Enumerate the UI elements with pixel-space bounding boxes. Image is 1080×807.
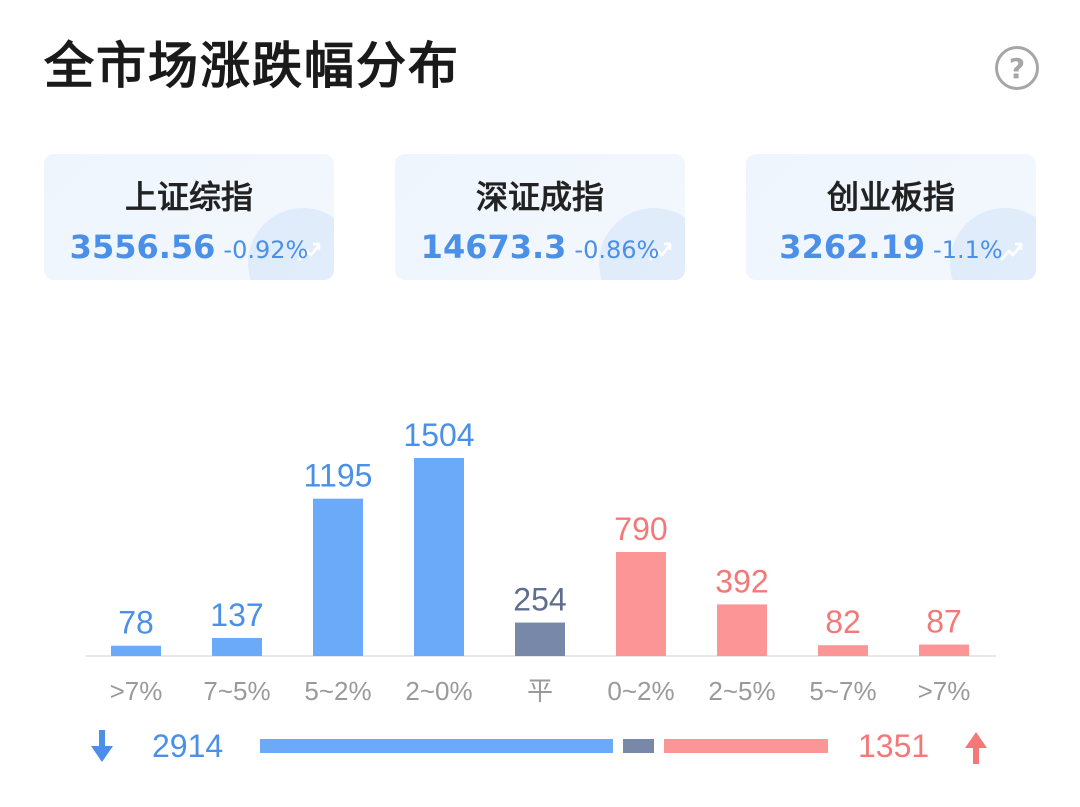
bar-value-label: 392 xyxy=(715,563,768,599)
bar xyxy=(313,498,363,656)
index-change: -0.92% xyxy=(223,236,309,264)
index-change: -0.86% xyxy=(574,236,660,264)
trend-icon xyxy=(1000,242,1023,261)
bar xyxy=(717,604,767,656)
index-name: 深证成指 xyxy=(475,178,604,216)
bar xyxy=(111,645,161,656)
bar xyxy=(616,551,666,656)
index-value: 3262.19 xyxy=(779,228,926,266)
index-card-chinext[interactable]: 创业板指 3262.19 -1.1% xyxy=(746,154,1036,280)
bar xyxy=(414,458,464,656)
arrow-up-icon xyxy=(965,732,987,764)
index-card-shenzhen[interactable]: 深证成指 14673.3 -0.86% xyxy=(395,154,685,280)
up-total: 1351 xyxy=(858,728,930,764)
bar-value-label: 1195 xyxy=(304,458,373,494)
bar-value-label: 82 xyxy=(825,604,861,640)
bar xyxy=(919,644,969,656)
index-card-shanghai[interactable]: 上证综指 3556.56 -0.92% xyxy=(44,154,334,280)
rise-fall-summary: 2914 1351 xyxy=(0,720,1080,780)
bar xyxy=(515,622,565,656)
arrow-down-icon xyxy=(91,730,113,762)
index-value: 14673.3 xyxy=(420,228,567,266)
trend-icon xyxy=(649,242,672,261)
bar-value-label: 78 xyxy=(118,605,154,641)
category-label: 2~5% xyxy=(708,676,775,706)
index-change: -1.1% xyxy=(933,236,1003,264)
flat-proportion-bar xyxy=(623,739,655,753)
help-icon[interactable]: ? xyxy=(995,46,1039,90)
down-total: 2914 xyxy=(152,728,224,764)
page-title: 全市场涨跌幅分布 xyxy=(44,37,460,95)
bar-value-label: 87 xyxy=(926,604,962,640)
category-label: 0~2% xyxy=(607,676,674,706)
category-label: 平 xyxy=(527,676,553,706)
bar-value-label: 1504 xyxy=(403,417,474,453)
index-cards: 上证综指 3556.56 -0.92% 深证成指 14673.3 -0.86% 创业… xyxy=(44,154,1036,280)
category-label: 2~0% xyxy=(405,676,472,706)
bar xyxy=(818,645,868,656)
index-name: 上证综指 xyxy=(124,178,253,216)
bar xyxy=(212,637,262,656)
trend-icon xyxy=(298,242,321,261)
up-proportion-bar xyxy=(664,739,828,753)
down-proportion-bar xyxy=(260,739,614,753)
category-label: 7~5% xyxy=(203,676,270,706)
bar-value-label: 137 xyxy=(210,597,263,633)
index-value: 3556.56 xyxy=(69,228,216,266)
category-label: >7% xyxy=(110,676,163,706)
index-name: 创业板指 xyxy=(826,178,955,216)
category-label: >7% xyxy=(918,676,971,706)
bar-value-label: 254 xyxy=(513,582,566,618)
category-label: 5~7% xyxy=(809,676,876,706)
bar-value-label: 790 xyxy=(614,511,667,547)
category-label: 5~2% xyxy=(304,676,371,706)
distribution-bar-chart: 78 >7% 137 7~5% 1195 5~2% 1504 2~0% 254 平 790 0~2% 3… xyxy=(86,417,996,706)
